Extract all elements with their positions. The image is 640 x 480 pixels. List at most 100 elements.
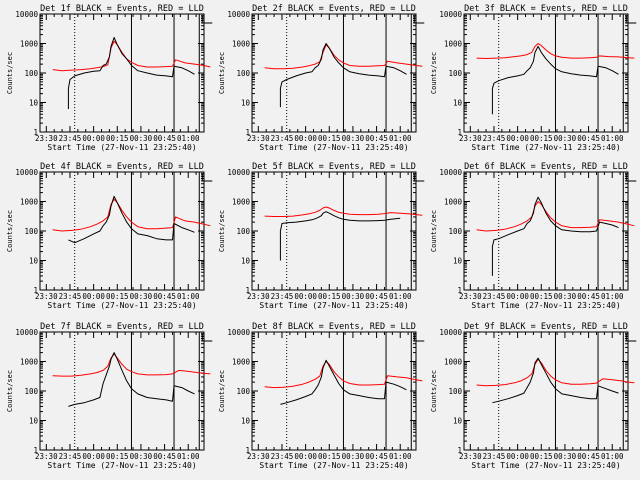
series-red-lld xyxy=(52,353,211,377)
y-tick-label: 10000 xyxy=(15,10,38,19)
x-tick-label: 00:30 xyxy=(554,134,577,143)
series-black-events xyxy=(491,45,619,115)
series-black-events xyxy=(279,211,401,261)
y-axis-label: Counts/sec xyxy=(430,370,438,412)
legend-bracket xyxy=(625,174,637,182)
x-axis-label: Start Time (27-Nov-11 23:25:40) xyxy=(471,143,620,152)
y-tick-label: 1000 xyxy=(444,40,463,49)
panel-8: Det 8f BLACK = Events, RED = LLD 1 10 100 10… xyxy=(218,322,425,470)
panel-3: Det 3f BLACK = Events, RED = LLD 1 10 100 10… xyxy=(430,4,637,152)
x-tick-label: 00:45 xyxy=(365,134,388,143)
x-tick-label: 00:30 xyxy=(130,452,153,461)
y-tick-label: 1000 xyxy=(232,40,251,49)
panel-title: Det 7f BLACK = Events, RED = LLD xyxy=(40,322,204,332)
y-tick-label: 10 xyxy=(241,257,251,266)
y-tick-label: 10 xyxy=(453,417,463,426)
series-black-events xyxy=(492,357,619,404)
panel-title: Det 5f BLACK = Events, RED = LLD xyxy=(252,162,416,172)
plot-frame xyxy=(251,171,417,291)
x-tick-label: 00:00 xyxy=(506,134,529,143)
plot-frame xyxy=(39,13,205,133)
x-tick-label: 01:00 xyxy=(389,292,412,301)
y-tick-label: 100 xyxy=(236,387,250,396)
y-tick-label: 10 xyxy=(453,257,463,266)
x-tick-label: 00:00 xyxy=(506,292,529,301)
series-black-events xyxy=(68,195,195,244)
y-tick-label: 1 xyxy=(33,446,38,455)
x-tick-label: 00:15 xyxy=(106,292,129,301)
x-tick-label: 01:00 xyxy=(601,134,624,143)
x-tick-label: 00:45 xyxy=(577,452,600,461)
x-tick-label: 00:30 xyxy=(342,452,365,461)
y-axis-label: Counts/sec xyxy=(6,210,14,252)
y-tick-label: 1 xyxy=(457,446,462,455)
y-axis-label: Counts/sec xyxy=(6,52,14,94)
x-tick-label: 00:15 xyxy=(530,292,553,301)
series-red-lld xyxy=(264,44,423,70)
y-tick-label: 1 xyxy=(245,128,250,137)
panel-title: Det 8f BLACK = Events, RED = LLD xyxy=(252,322,416,332)
x-tick-label: 00:45 xyxy=(153,292,176,301)
x-tick-label: 23:45 xyxy=(271,134,294,143)
y-tick-label: 1 xyxy=(245,286,250,295)
x-tick-label: 00:30 xyxy=(130,292,153,301)
y-tick-label: 10 xyxy=(453,99,463,108)
y-tick-label: 10000 xyxy=(439,328,462,337)
y-tick-label: 10000 xyxy=(15,168,38,177)
x-tick-label: 00:00 xyxy=(82,292,105,301)
x-tick-label: 00:00 xyxy=(294,134,317,143)
y-tick-label: 1000 xyxy=(444,198,463,207)
panel-4: Det 4f BLACK = Events, RED = LLD 1 10 100 10… xyxy=(6,162,213,310)
y-tick-label: 10 xyxy=(29,417,39,426)
panel-title: Det 1f BLACK = Events, RED = LLD xyxy=(40,4,204,14)
series-red-lld xyxy=(476,43,635,59)
x-tick-label: 00:30 xyxy=(130,134,153,143)
x-tick-label: 00:00 xyxy=(294,292,317,301)
y-tick-label: 1 xyxy=(33,128,38,137)
y-tick-label: 100 xyxy=(448,227,462,236)
y-tick-label: 10000 xyxy=(227,328,250,337)
x-axis-label: Start Time (27-Nov-11 23:25:40) xyxy=(471,301,620,310)
y-tick-label: 100 xyxy=(24,387,38,396)
y-tick-label: 10 xyxy=(29,99,39,108)
panel-2: Det 2f BLACK = Events, RED = LLD 1 10 100 10… xyxy=(218,4,425,152)
panel-9: Det 9f BLACK = Events, RED = LLD 1 10 100 10… xyxy=(430,322,637,470)
x-tick-label: 23:30 xyxy=(35,292,58,301)
panel-title: Det 6f BLACK = Events, RED = LLD xyxy=(464,162,628,172)
legend-bracket xyxy=(413,334,425,342)
y-tick-label: 100 xyxy=(448,387,462,396)
y-tick-label: 1 xyxy=(245,446,250,455)
x-tick-label: 23:45 xyxy=(59,452,82,461)
y-tick-label: 1000 xyxy=(232,358,251,367)
y-tick-label: 1 xyxy=(33,286,38,295)
x-tick-label: 23:45 xyxy=(59,134,82,143)
x-tick-label: 00:00 xyxy=(82,452,105,461)
series-black-events xyxy=(67,37,195,109)
panel-title: Det 2f BLACK = Events, RED = LLD xyxy=(252,4,416,14)
y-axis-label: Counts/sec xyxy=(218,52,226,94)
series-red-lld xyxy=(476,358,635,387)
x-axis-label: Start Time (27-Nov-11 23:25:40) xyxy=(471,461,620,470)
y-tick-label: 1000 xyxy=(232,198,251,207)
y-tick-label: 100 xyxy=(236,227,250,236)
x-tick-label: 01:00 xyxy=(177,292,200,301)
y-tick-label: 1000 xyxy=(20,40,39,49)
y-tick-label: 10 xyxy=(241,417,251,426)
x-tick-label: 23:30 xyxy=(459,452,482,461)
x-tick-label: 23:45 xyxy=(59,292,82,301)
panel-title: Det 9f BLACK = Events, RED = LLD xyxy=(464,322,628,332)
y-tick-label: 10000 xyxy=(15,328,38,337)
x-tick-label: 23:30 xyxy=(247,134,270,143)
legend-bracket xyxy=(413,16,425,24)
y-tick-label: 100 xyxy=(448,69,462,78)
x-tick-label: 23:30 xyxy=(459,292,482,301)
x-tick-label: 00:30 xyxy=(342,292,365,301)
y-tick-label: 10 xyxy=(29,257,39,266)
y-axis-label: Counts/sec xyxy=(430,210,438,252)
x-tick-label: 00:00 xyxy=(294,452,317,461)
plot-frame xyxy=(463,13,629,133)
x-tick-label: 01:00 xyxy=(601,292,624,301)
x-tick-label: 00:15 xyxy=(106,452,129,461)
x-tick-label: 23:45 xyxy=(483,134,506,143)
x-tick-label: 23:30 xyxy=(35,452,58,461)
